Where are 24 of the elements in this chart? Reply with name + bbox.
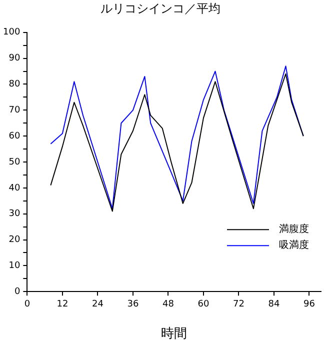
x-tick-label: 24 <box>92 299 104 310</box>
y-tick-label: 90 <box>8 54 20 64</box>
x-tick-label: 60 <box>198 299 210 310</box>
y-tick-label: 0 <box>14 286 20 297</box>
x-tick-label: 96 <box>304 299 316 310</box>
legend-label: 吸満度 <box>279 239 309 252</box>
y-tick-label: 10 <box>8 261 20 272</box>
legend-label: 満腹度 <box>279 223 309 236</box>
x-tick-label: 48 <box>162 299 174 310</box>
chart-title: ルリコシインコ／平均 <box>100 1 220 16</box>
y-tick-label: 70 <box>8 106 20 116</box>
x-tick-label: 36 <box>127 299 139 310</box>
x-tick-label: 0 <box>24 299 30 310</box>
y-tick-label: 100 <box>2 28 20 38</box>
y-tick-label: 20 <box>8 235 20 246</box>
y-tick-label: 30 <box>8 209 20 220</box>
y-tick-label: 80 <box>8 80 20 90</box>
y-tick-label: 40 <box>8 183 20 194</box>
y-tick-label: 60 <box>8 131 20 142</box>
y-tick-label: 50 <box>8 157 20 168</box>
x-tick-label: 72 <box>233 299 244 310</box>
x-tick-label: 84 <box>268 299 280 310</box>
x-tick-label: 12 <box>56 299 68 310</box>
x-axis-title: 時間 <box>161 326 188 342</box>
